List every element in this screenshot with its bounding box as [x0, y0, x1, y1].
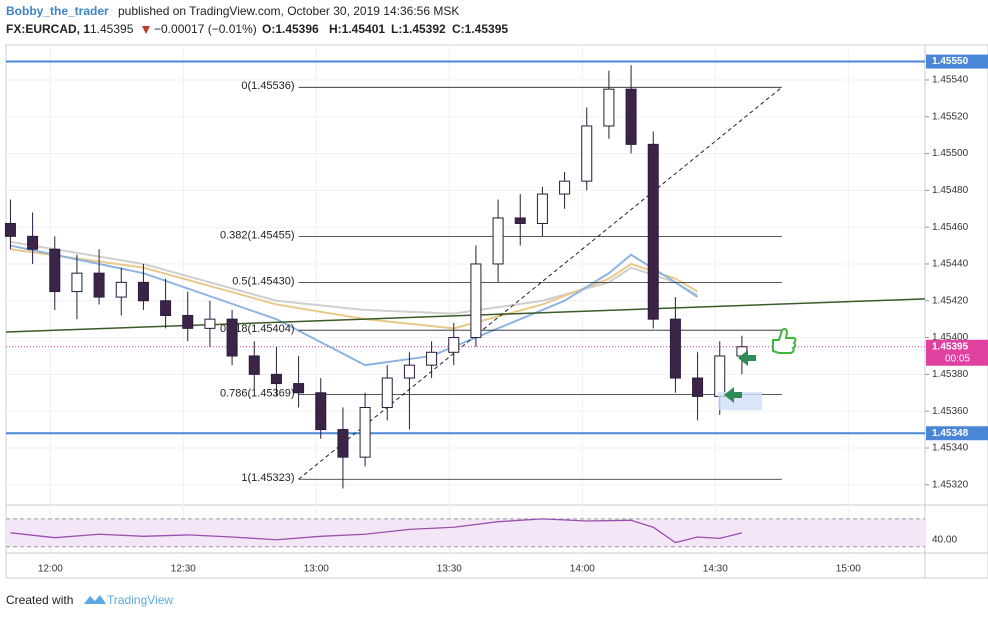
y-tick-label: 1.45420 [932, 295, 969, 306]
candle-body [692, 377, 704, 397]
rsi-tick-label: 40.00 [932, 534, 957, 545]
logo [84, 595, 106, 604]
y-tick-label: 1.45460 [932, 222, 969, 233]
price-label: 1.45550 [932, 56, 969, 67]
candle-body [603, 88, 615, 127]
x-tick-label: 12:00 [38, 564, 63, 575]
fib-label: 0.786(1.45369) [220, 388, 295, 400]
y-tick-label: 1.45380 [932, 369, 969, 380]
candle-body [248, 355, 260, 375]
candle-body [581, 125, 593, 182]
candle-body [669, 318, 681, 379]
rsi-line [10, 518, 743, 544]
symbol: FX:EURCAD, 1 [6, 22, 90, 36]
down-arrow [142, 26, 150, 34]
fib-label: 0.5(1.45430) [232, 275, 294, 287]
candle-body [448, 337, 460, 353]
x-tick-label: 13:30 [437, 564, 462, 575]
candle-body [71, 272, 83, 293]
footer-brand[interactable]: TradingView [107, 593, 173, 607]
candle-body [359, 406, 371, 458]
candle-body [226, 318, 238, 357]
thumbs-up [772, 327, 797, 354]
open: O:1.45396 [262, 22, 319, 36]
candle-body [514, 217, 526, 224]
price-label-box [926, 54, 988, 69]
countdown: 00:05 [945, 353, 970, 364]
candle-body [204, 318, 216, 329]
candle-body [470, 263, 482, 339]
y-tick-label: 1.45360 [932, 406, 969, 417]
trendline [5, 298, 926, 333]
candle-body [714, 355, 726, 397]
candle-body [137, 281, 149, 302]
price: 1.45395 [90, 22, 134, 36]
candle-body [337, 429, 349, 458]
high: H:1.45401 [329, 22, 385, 36]
candle-body [4, 222, 16, 237]
candle-body [49, 248, 61, 293]
candle-body [160, 300, 172, 316]
x-tick-label: 13:00 [304, 564, 329, 575]
fib-label: 0.382(1.45455) [220, 229, 295, 241]
fib-label: 0.618(1.45404) [220, 323, 295, 335]
footer-created: Created with [6, 593, 73, 607]
y-tick-label: 1.45340 [932, 443, 969, 454]
published: published on TradingView.com, October 30… [118, 4, 459, 18]
y-tick-label: 1.45480 [932, 185, 969, 196]
price-label: 1.45348 [932, 428, 969, 439]
y-tick-label: 1.45400 [932, 332, 969, 343]
candle-body [93, 272, 105, 298]
fib-trend [298, 86, 783, 480]
x-tick-label: 14:00 [570, 564, 595, 575]
candle-body [293, 383, 305, 394]
x-tick-label: 14:30 [703, 564, 728, 575]
candle-body [381, 377, 393, 408]
x-tick-label: 12:30 [171, 564, 196, 575]
author[interactable]: Bobby_the_trader [6, 4, 109, 18]
price-label-box [926, 426, 988, 441]
arrow-marker [724, 387, 742, 403]
last-price-box [926, 339, 988, 366]
candle-body [403, 364, 415, 379]
close: C:1.45395 [452, 22, 508, 36]
rsi-band [6, 518, 925, 547]
candle-body [536, 193, 548, 224]
fib-label: 0(1.45536) [241, 80, 294, 92]
candle-body [647, 143, 659, 320]
candle-body [270, 373, 282, 385]
candle-body [492, 217, 504, 265]
y-tick-label: 1.45520 [932, 111, 969, 122]
candle-body [115, 281, 127, 298]
candle-body [426, 351, 438, 366]
y-tick-label: 1.45320 [932, 479, 969, 490]
x-tick-label: 15:00 [836, 564, 861, 575]
candle-body [625, 88, 637, 145]
candle-body [182, 314, 194, 329]
y-tick-label: 1.45440 [932, 259, 969, 270]
arrow-marker [738, 350, 756, 366]
candle-body [27, 235, 39, 250]
y-tick-label: 1.45500 [932, 148, 969, 159]
moving-average [10, 244, 699, 367]
y-tick-label: 1.45540 [932, 75, 969, 86]
last-price-label: 1.45395 [932, 341, 969, 352]
candle-body [315, 392, 327, 431]
change: −0.00017 (−0.01%) [154, 22, 257, 36]
fib-label: 1(1.45323) [241, 472, 294, 484]
chart-frame [5, 44, 988, 579]
low: L:1.45392 [391, 22, 446, 36]
candle-body [559, 180, 571, 195]
